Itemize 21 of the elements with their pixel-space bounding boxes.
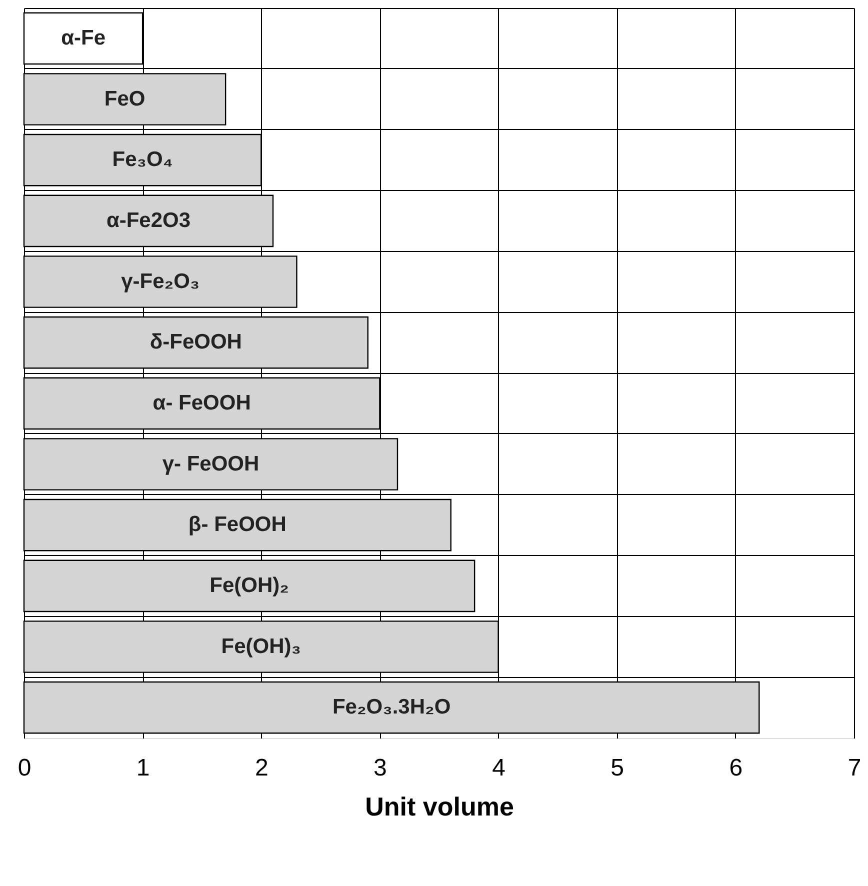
x-tick-label: 5 <box>610 754 624 782</box>
y-tick-label: β- FeOOH <box>188 513 286 536</box>
x-tick-label: 0 <box>18 754 32 782</box>
y-tick-label: α-Fe2O3 <box>106 208 191 232</box>
y-tick-label: γ- FeOOH <box>162 452 260 476</box>
y-tick-label: FeO <box>104 87 146 110</box>
y-tick-label: α- FeOOH <box>152 391 251 414</box>
x-tick-label: 3 <box>374 754 387 782</box>
x-tick-label: 2 <box>254 754 268 782</box>
x-tick-label: 1 <box>136 754 150 782</box>
y-tick-label: Fe(OH)₃ <box>221 634 301 658</box>
y-tick-label: Fe(OH)₂ <box>210 574 289 597</box>
x-axis-title: Unit volume <box>365 792 514 822</box>
x-tick-label: 6 <box>729 754 743 782</box>
x-tick-label: 7 <box>848 754 862 782</box>
x-tick-label: 4 <box>492 754 506 782</box>
y-tick-label: α-Fe <box>61 26 106 50</box>
y-tick-label: γ-Fe₂O₃ <box>121 270 200 293</box>
y-tick-label: Fe₃O₄ <box>112 148 173 172</box>
y-tick-label: Fe₂O₃.3H₂O <box>332 696 451 719</box>
y-tick-label: δ-FeOOH <box>150 330 242 354</box>
